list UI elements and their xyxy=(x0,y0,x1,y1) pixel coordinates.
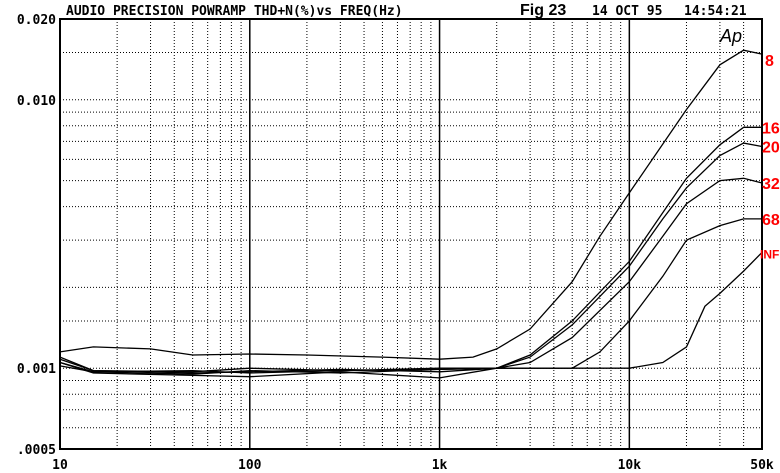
x-tick-label: 10 xyxy=(52,458,68,473)
ap-logo: Ap xyxy=(719,26,742,46)
x-tick-label: 10k xyxy=(618,458,642,473)
plot-frame xyxy=(59,18,763,450)
series-line-16 xyxy=(59,126,762,373)
series-label-68: 68 xyxy=(762,212,780,229)
series-label-20: 20 xyxy=(762,139,780,156)
y-tick-label: 0.001 xyxy=(17,362,56,377)
series-label-8: 8 xyxy=(765,53,774,70)
date-label: 14 OCT 95 xyxy=(592,4,662,19)
y-tick-label: 0.010 xyxy=(17,94,56,109)
figure-label: Fig 23 xyxy=(520,2,566,19)
x-tick-label: 50k xyxy=(750,458,774,473)
series-label-INF: INF xyxy=(760,247,779,261)
chart-title: AUDIO PRECISION POWRAMP THD+N(%)vs FREQ(… xyxy=(66,4,403,19)
time-label: 14:54:21 xyxy=(684,4,747,19)
series-line-68 xyxy=(59,218,762,374)
tick-labels: 10 100 1k 10k 50k 0.020 0.010 0.001 .0005 xyxy=(17,13,774,473)
series-label-16: 16 xyxy=(762,120,780,137)
series-line-32 xyxy=(59,177,763,379)
y-tick-label: 0.020 xyxy=(17,13,56,28)
grid xyxy=(60,19,763,449)
y-tick-label: .0005 xyxy=(17,443,56,458)
series-line-20 xyxy=(59,142,763,375)
x-tick-label: 1k xyxy=(432,458,448,473)
series-line-8 xyxy=(59,49,763,360)
x-tick-label: 100 xyxy=(238,458,262,473)
series-lines xyxy=(59,49,763,379)
series-line-INF xyxy=(59,251,763,374)
series-label-32: 32 xyxy=(762,176,780,193)
series-labels: 8 16 20 32 68 INF xyxy=(760,53,780,261)
